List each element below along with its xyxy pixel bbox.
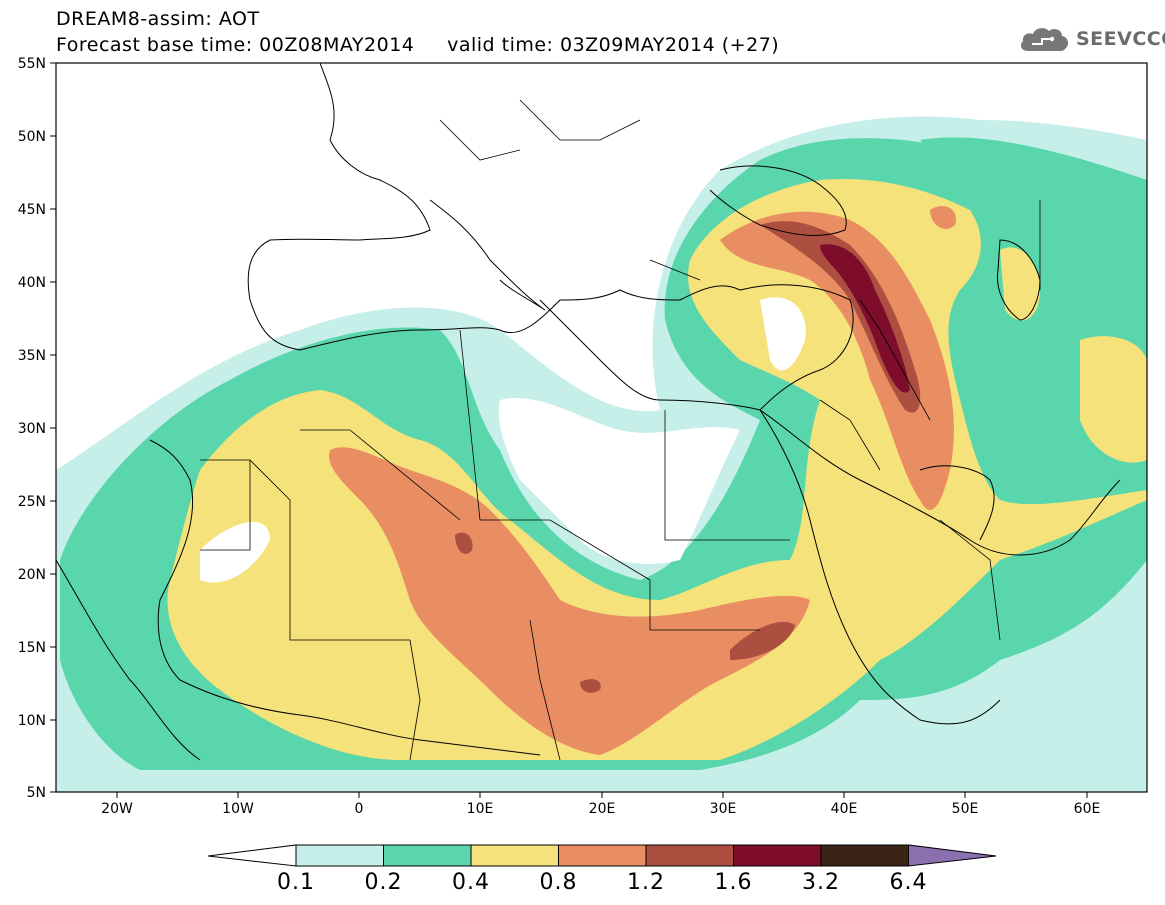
colorbar-label: 0.4 <box>452 870 490 895</box>
lat-label: 50N <box>18 129 46 145</box>
colorbar-label: 1.6 <box>714 870 753 895</box>
lon-label: 60E <box>1074 801 1101 817</box>
colorbar-swatch <box>470 844 559 867</box>
colorbar-label: 1.2 <box>627 870 665 895</box>
lon-label: 10W <box>222 801 254 817</box>
lon-label: 50E <box>952 801 979 817</box>
lat-label: 35N <box>18 348 46 364</box>
lat-label: 5N <box>27 785 46 801</box>
colorbar-label: 0.8 <box>539 870 578 895</box>
colorbar <box>207 844 997 867</box>
lat-axis: 55N 50N 45N 40N 35N 30N 25N 20N 15N 10N … <box>18 56 56 801</box>
country-borders <box>200 99 1041 761</box>
chart-title: DREAM8-assim: AOT <box>56 8 260 30</box>
lon-label: 40E <box>831 801 858 817</box>
lon-label: 10E <box>467 801 494 817</box>
colorbar-arrow-low <box>207 844 297 867</box>
lat-label: 55N <box>18 56 46 72</box>
lat-label: 15N <box>18 640 46 656</box>
lon-label: 20E <box>589 801 616 817</box>
aot-clear-pockets <box>56 63 1147 583</box>
seevccc-logo: SEEVCCC <box>1018 24 1165 54</box>
logo-text: SEEVCCC <box>1076 28 1165 50</box>
lat-label: 20N <box>18 567 46 583</box>
coastlines <box>56 63 1121 761</box>
aot-band-1.6 <box>820 244 910 393</box>
colorbar-swatch <box>295 844 384 867</box>
colorbar-swatch <box>558 844 647 867</box>
colorbar-swatch <box>820 844 909 867</box>
colorbar-swatch <box>383 844 472 867</box>
colorbar-label: 6.4 <box>889 870 928 895</box>
lon-label: 30E <box>710 801 737 817</box>
aot-field <box>56 63 1147 792</box>
lat-label: 25N <box>18 494 46 510</box>
lat-label: 40N <box>18 275 46 291</box>
lat-label: 10N <box>18 713 46 729</box>
forecast-times: Forecast base time: 00Z08MAY2014 valid t… <box>56 34 780 56</box>
colorbar-swatch <box>645 844 734 867</box>
lon-label: 0 <box>355 801 364 817</box>
lon-axis: 20W 10W 0 10E 20E 30E 40E 50E 60E <box>101 792 1100 817</box>
lat-label: 45N <box>18 202 46 218</box>
colorbar-label: 0.1 <box>277 870 315 895</box>
lat-label: 30N <box>18 421 46 437</box>
aot-band-0.8 <box>329 205 956 755</box>
lon-label: 20W <box>101 801 133 817</box>
colorbar-arrow-high <box>908 844 997 867</box>
colorbar-swatch <box>733 844 822 867</box>
colorbar-label: 3.2 <box>802 870 840 895</box>
cloud-icon <box>1020 28 1069 51</box>
colorbar-label: 0.2 <box>364 870 403 895</box>
